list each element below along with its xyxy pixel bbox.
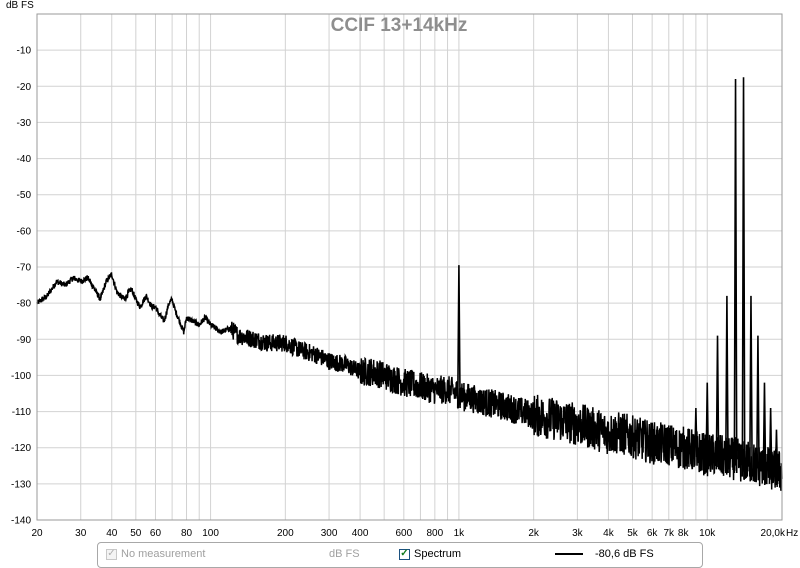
x-tick-label-3: 50 xyxy=(130,528,142,539)
y-tick-label-6: -70 xyxy=(17,263,32,274)
x-tick-label-11: 800 xyxy=(427,528,444,539)
no-measurement-item[interactable]: ✓ No measurement xyxy=(106,548,205,560)
y-tick-label-1: -20 xyxy=(17,82,32,93)
peak-7 xyxy=(748,295,753,477)
x-tick-label-6: 100 xyxy=(202,528,219,539)
peak-0 xyxy=(456,265,461,408)
x-tick-label-1: 30 xyxy=(75,528,87,539)
x-tick-label-12: 1k xyxy=(454,528,466,539)
legend-line-swatch xyxy=(555,553,583,555)
x-tick-label-2: 40 xyxy=(106,528,118,539)
x-tick-label-16: 5k xyxy=(627,528,639,539)
y-tick-label-10: -110 xyxy=(12,407,32,418)
y-tick-label-13: -140 xyxy=(11,516,31,527)
peak-3 xyxy=(715,335,720,470)
no-measurement-label: No measurement xyxy=(121,548,206,560)
x-tick-label-8: 300 xyxy=(321,528,338,539)
x-tick-label-15: 4k xyxy=(603,528,615,539)
x-tick-label-9: 400 xyxy=(352,528,369,539)
peak-4 xyxy=(724,295,729,474)
x-tick-label-4: 60 xyxy=(150,528,162,539)
y-tick-label-11: -120 xyxy=(11,443,31,454)
x-tick-label-17: 6k xyxy=(647,528,659,539)
x-tick-label-21: 20,0k xyxy=(761,528,786,539)
level-readout-item: -80,6 dB FS xyxy=(555,548,654,560)
y-tick-label-5: -60 xyxy=(17,226,32,237)
y-axis-label: dB FS xyxy=(6,0,34,11)
y-tick-label-8: -90 xyxy=(17,335,32,346)
y-tick-label-12: -130 xyxy=(11,479,31,490)
peak-5 xyxy=(733,79,738,474)
y-tick-label-0: -10 xyxy=(17,46,32,57)
spectrum-item[interactable]: ✓ Spectrum xyxy=(399,548,461,560)
chart-title: CCIF 13+14kHz xyxy=(331,15,468,36)
spectrum-series-line xyxy=(36,272,783,491)
x-tick-label-18: 7k xyxy=(663,528,675,539)
y-tick-label-9: -100 xyxy=(11,371,31,382)
x-tick-label-20: 10k xyxy=(699,528,716,539)
plot-frame xyxy=(36,13,783,521)
x-tick-label-10: 600 xyxy=(395,528,412,539)
spectrum-label: Spectrum xyxy=(414,548,462,560)
peak-8 xyxy=(755,335,760,481)
y-tick-label-7: -80 xyxy=(17,299,32,310)
peak-9 xyxy=(762,382,767,481)
peak-6 xyxy=(741,77,746,477)
y-tick-label-4: -50 xyxy=(17,190,32,201)
y-tick-label-2: -30 xyxy=(17,118,32,129)
legend-bar: ✓ No measurement dB FS ✓ Spectrum -80,6 … xyxy=(97,542,703,568)
units-label: dB FS xyxy=(329,548,360,560)
x-tick-label-5: 80 xyxy=(181,528,193,539)
y-tick-label-3: -40 xyxy=(17,154,32,165)
level-readout: -80,6 dB FS xyxy=(595,548,654,560)
no-measurement-checkbox[interactable]: ✓ xyxy=(106,548,117,560)
spectrum-checkbox[interactable]: ✓ xyxy=(399,548,410,560)
y-axis-tick-labels: -10 -20 -30 -40 -50 -60 -70 -80 -90 -100 -110 -120 -… xyxy=(11,46,31,527)
x-tick-label-0: 20 xyxy=(31,528,43,539)
x-tick-label-19: 8k xyxy=(678,528,690,539)
x-axis-tick-labels: 20 30 40 50 60 80 100 200 300 400 600 800 1k 2k 3k 4k 5k… xyxy=(31,528,786,539)
x-axis-unit-label: Hz xyxy=(786,528,798,539)
x-tick-label-7: 200 xyxy=(277,528,294,539)
x-tick-label-13: 2k xyxy=(528,528,540,539)
x-tick-label-14: 3k xyxy=(572,528,584,539)
units-label-item: dB FS xyxy=(329,548,360,560)
